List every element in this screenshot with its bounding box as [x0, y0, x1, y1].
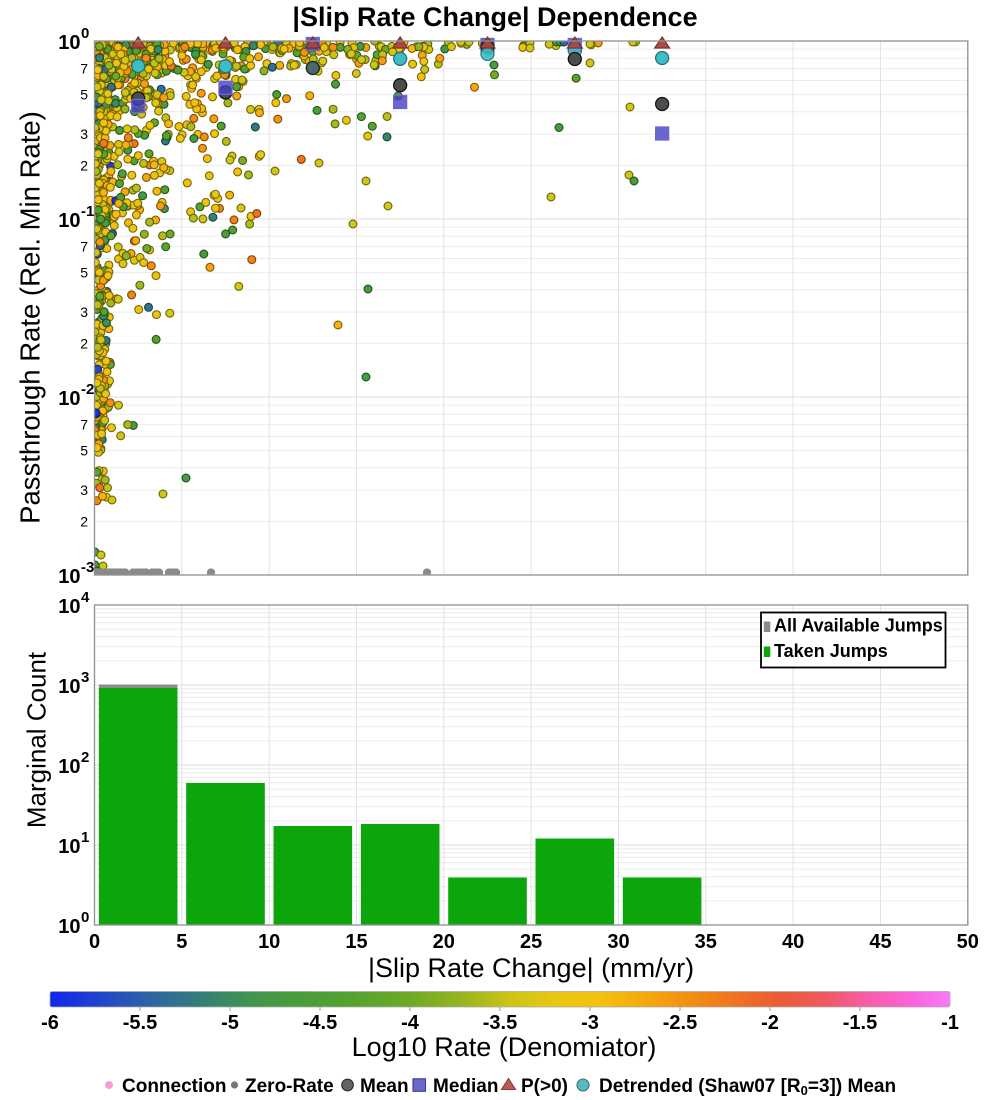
svg-text:1: 1: [81, 829, 89, 846]
svg-text:Log10 Rate (Denomiator): Log10 Rate (Denomiator): [352, 1032, 657, 1062]
svg-text:10: 10: [58, 596, 80, 618]
svg-text:25: 25: [520, 931, 542, 953]
svg-text:Zero-Rate: Zero-Rate: [245, 1076, 334, 1097]
svg-text:4: 4: [81, 589, 90, 606]
svg-text:10: 10: [58, 676, 80, 698]
svg-text:Taken Jumps: Taken Jumps: [774, 641, 888, 661]
svg-text:-3: -3: [581, 1012, 599, 1034]
svg-text:5: 5: [80, 87, 88, 103]
svg-text:10: 10: [58, 388, 80, 410]
svg-text:10: 10: [258, 931, 280, 953]
svg-text:40: 40: [782, 931, 804, 953]
svg-text:3: 3: [80, 126, 88, 142]
svg-text:-1.5: -1.5: [843, 1012, 877, 1034]
svg-text:3: 3: [81, 669, 89, 686]
svg-text:20: 20: [433, 931, 455, 953]
svg-text:-4: -4: [401, 1012, 420, 1034]
svg-text:15: 15: [345, 931, 367, 953]
svg-text:Connection: Connection: [122, 1076, 227, 1097]
svg-text:30: 30: [607, 931, 629, 953]
svg-text:3: 3: [80, 304, 88, 320]
svg-text:-3: -3: [81, 559, 94, 576]
svg-text:|Slip Rate Change| Dependence: |Slip Rate Change| Dependence: [292, 2, 697, 32]
svg-text:10: 10: [58, 756, 80, 778]
svg-text:7: 7: [80, 417, 88, 433]
svg-text:Passthrough Rate (Rel. Min Rat: Passthrough Rate (Rel. Min Rate): [15, 111, 46, 524]
svg-text:-6: -6: [41, 1012, 59, 1034]
svg-text:10: 10: [58, 836, 80, 858]
svg-text:50: 50: [957, 931, 979, 953]
svg-text:10: 10: [58, 566, 80, 588]
svg-text:5: 5: [80, 443, 88, 459]
svg-text:-4.5: -4.5: [303, 1012, 337, 1034]
svg-text:All Available Jumps: All Available Jumps: [774, 616, 943, 636]
svg-text:2: 2: [80, 157, 88, 173]
svg-text:-2.5: -2.5: [663, 1012, 697, 1034]
svg-text:-2: -2: [81, 381, 94, 398]
svg-text:0: 0: [81, 909, 89, 926]
svg-text:2: 2: [81, 749, 89, 766]
svg-text:10: 10: [58, 916, 80, 938]
svg-text:10: 10: [58, 32, 80, 54]
svg-text:Median: Median: [433, 1076, 498, 1097]
svg-text:35: 35: [695, 931, 717, 953]
svg-text:2: 2: [80, 513, 88, 529]
svg-text:5: 5: [176, 931, 187, 953]
svg-text:-2: -2: [761, 1012, 779, 1034]
svg-text:0: 0: [89, 931, 100, 953]
svg-text:-5.5: -5.5: [123, 1012, 157, 1034]
svg-text:2: 2: [80, 335, 88, 351]
svg-text:-5: -5: [221, 1012, 239, 1034]
svg-text:-3.5: -3.5: [483, 1012, 517, 1034]
svg-text:P(>0): P(>0): [521, 1076, 568, 1097]
svg-text:Mean: Mean: [360, 1076, 409, 1097]
svg-text:10: 10: [58, 210, 80, 232]
svg-text:-1: -1: [81, 203, 94, 220]
svg-text:0: 0: [81, 25, 89, 42]
svg-text:-1: -1: [941, 1012, 959, 1034]
svg-text:Marginal Count: Marginal Count: [22, 651, 52, 828]
svg-text:7: 7: [80, 239, 88, 255]
svg-text:7: 7: [80, 61, 88, 77]
svg-text:Detrended (Shaw07 [R0=3]) Mean: Detrended (Shaw07 [R0=3]) Mean: [599, 1076, 896, 1098]
svg-text:3: 3: [80, 482, 88, 498]
svg-text:|Slip Rate Change| (mm/yr): |Slip Rate Change| (mm/yr): [368, 953, 694, 983]
svg-text:45: 45: [869, 931, 891, 953]
svg-text:5: 5: [80, 265, 88, 281]
